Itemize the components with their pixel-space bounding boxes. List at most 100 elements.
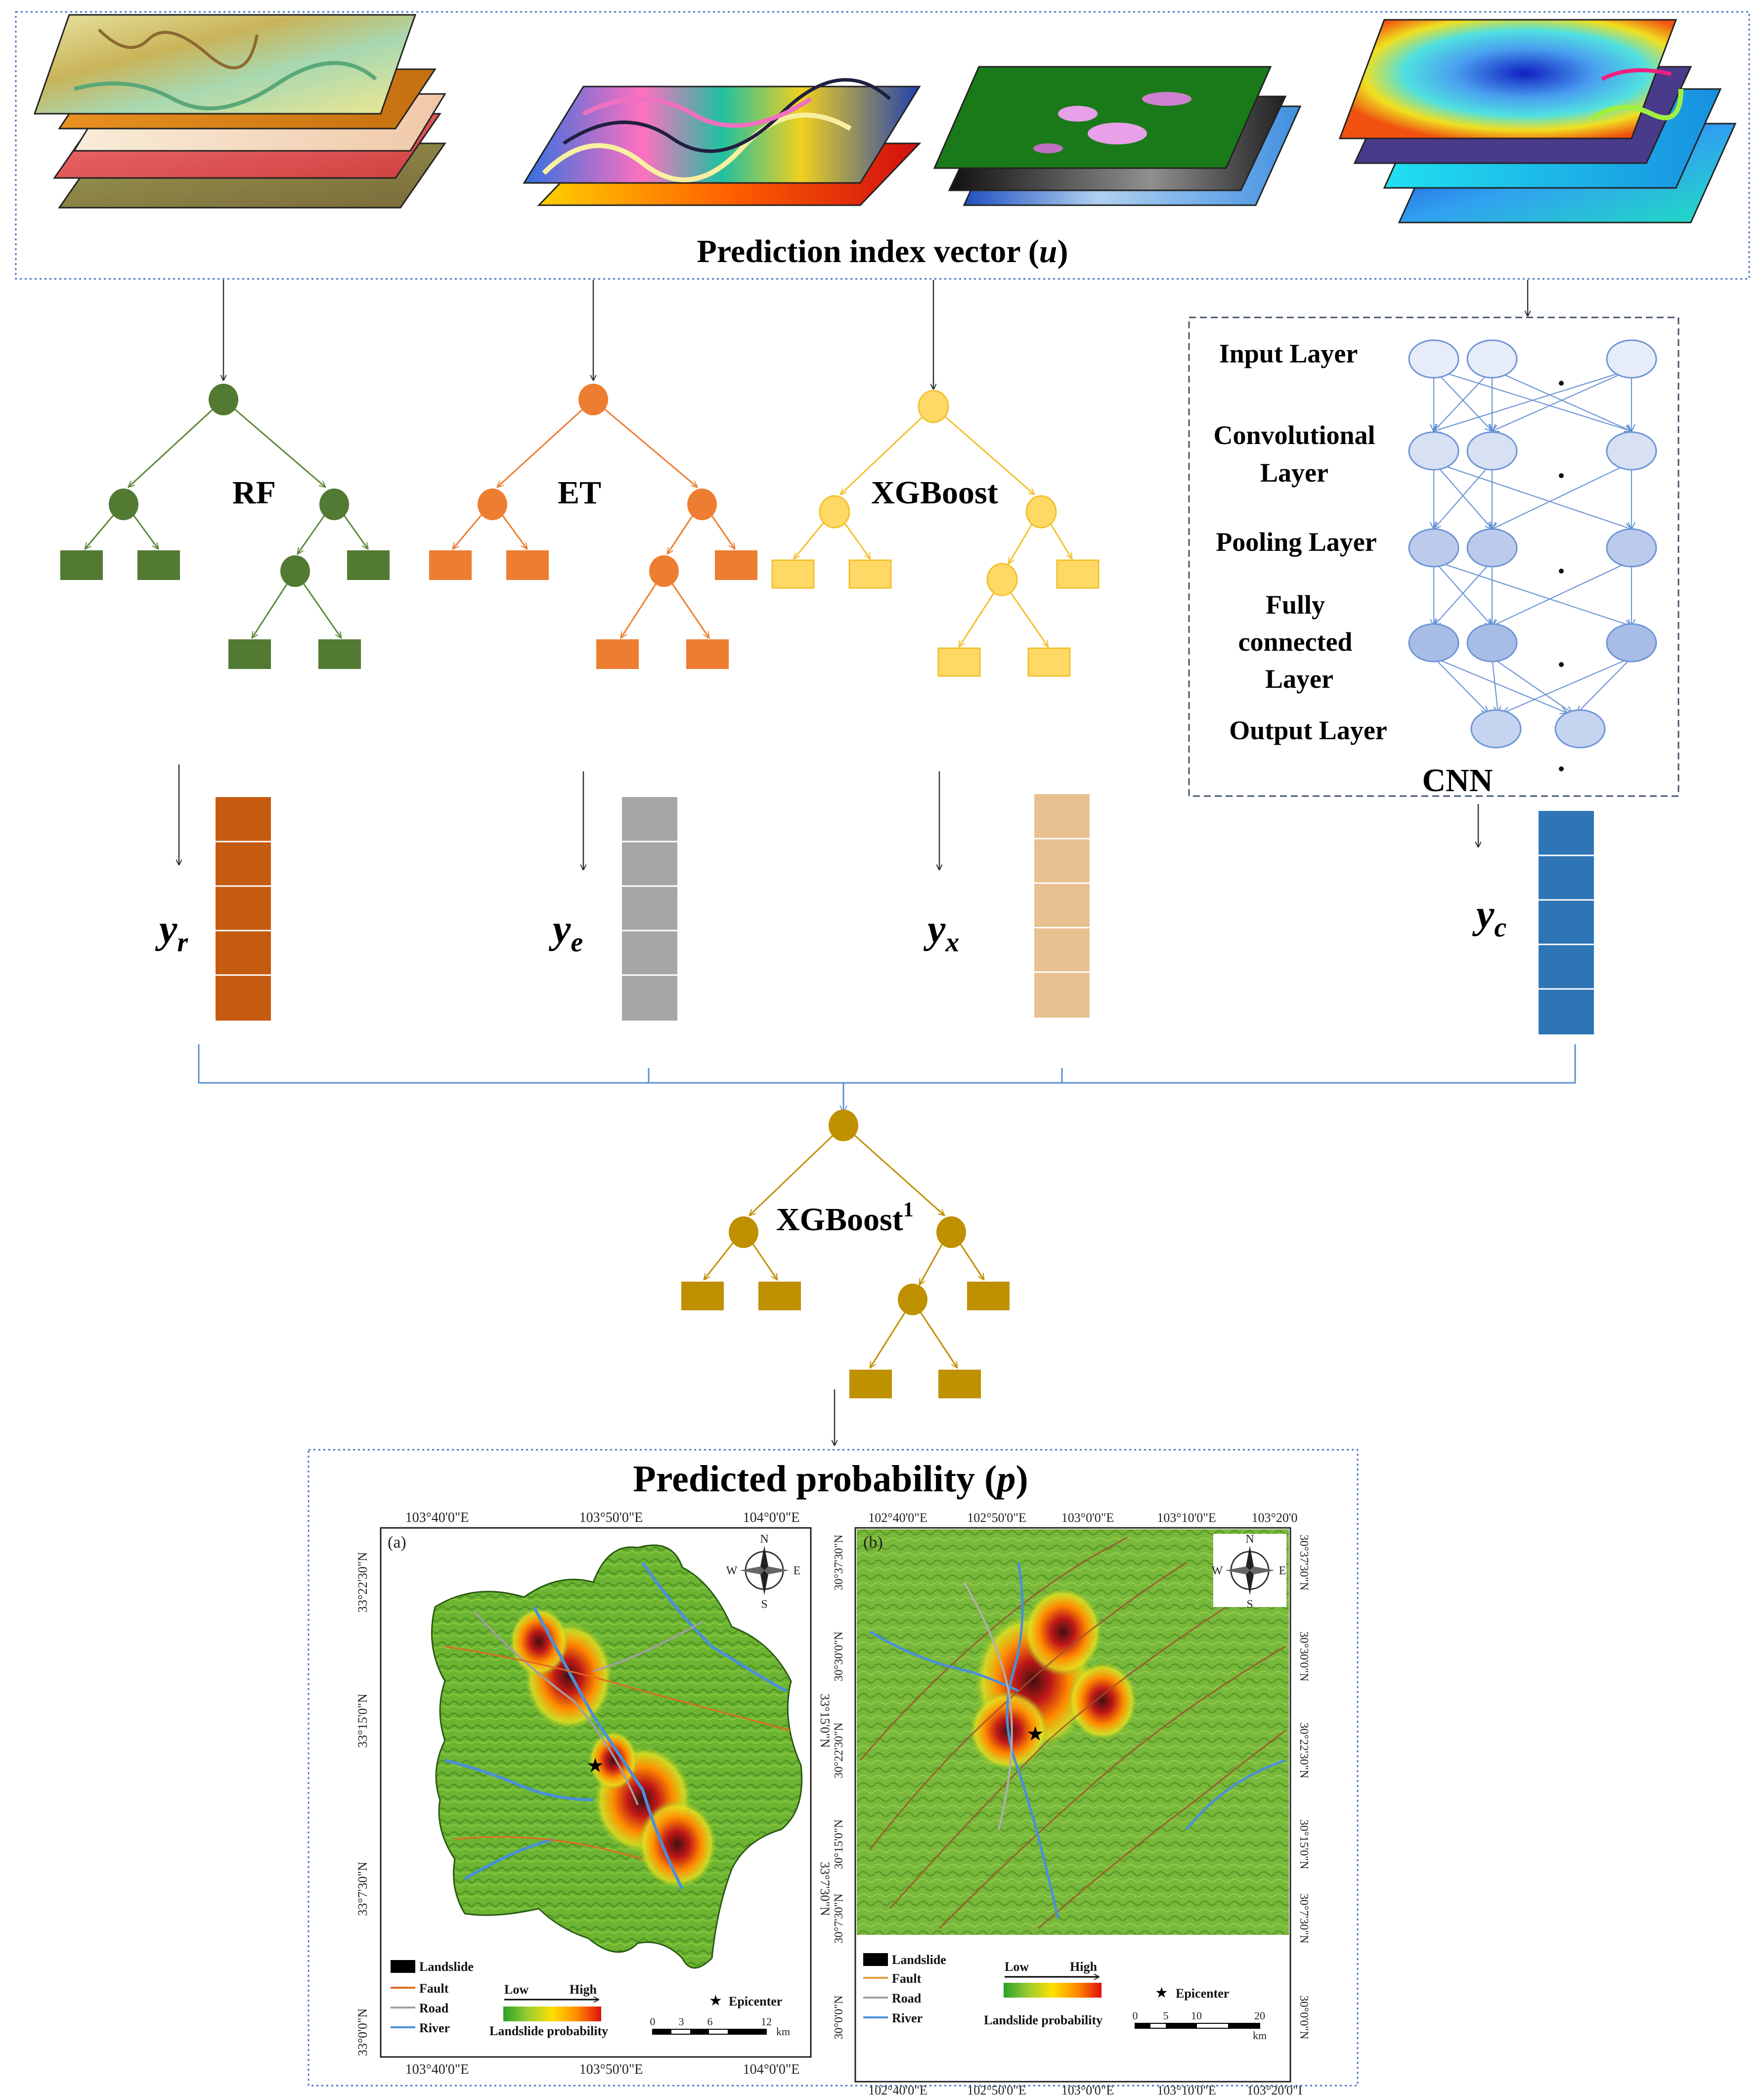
output-yx-label: yx xyxy=(923,906,959,958)
map-b-top-tick-1: 102°40'0"E xyxy=(868,1511,927,1525)
map-b-left-tick-4: 30°15'0"N xyxy=(833,1819,845,1869)
map-b-label: (b) xyxy=(863,1533,883,1552)
cnn-fc-label-3: Layer xyxy=(1265,664,1333,694)
map-a-label: (a) xyxy=(388,1533,406,1552)
merge-bracket xyxy=(198,1044,1576,1113)
cnn-conv-layer-label-2: Layer xyxy=(1260,458,1328,488)
cnn-connections xyxy=(1434,368,1632,713)
map-b-left-tick-3: 30°22'30"N xyxy=(833,1722,845,1778)
et-label: ET xyxy=(558,475,601,511)
svg-text:0: 0 xyxy=(650,2015,656,2028)
map-b-right-tick-4: 30°15'0"N xyxy=(1297,1819,1310,1869)
map-b-top-tick-3: 103°0'0"E xyxy=(1061,1511,1114,1525)
map-b-bottom-tick-4: 103°10'0"E xyxy=(1157,2083,1216,2097)
prediction-vector-title: Prediction index vector (u) xyxy=(697,233,1068,269)
output-yc-label: yc xyxy=(1472,892,1506,943)
map-b-right-tick-5: 30°7'30"N xyxy=(1297,1893,1310,1943)
svg-text:S: S xyxy=(761,1598,767,1611)
map-a-left-tick-2: 33°15'0"N xyxy=(355,1694,370,1748)
map-b-left-tick-1: 30°37'30"N xyxy=(833,1534,845,1590)
svg-text:12: 12 xyxy=(761,2015,772,2028)
xgboost-label: XGBoost xyxy=(871,475,998,511)
map-a-left-tick-1: 33°22'30"N xyxy=(355,1552,370,1613)
map-b-top-tick-2: 102°50'0"E xyxy=(967,1511,1026,1525)
svg-text:Landslide probability: Landslide probability xyxy=(984,2013,1102,2027)
predicted-probability-box xyxy=(308,1449,1359,2087)
map-a-epicenter-star: ★ xyxy=(586,1754,604,1777)
map-b-right-tick-6: 30°0'0"N xyxy=(1297,1995,1310,2039)
map-a-legend: Landslide Fault Road River Low High Land… xyxy=(391,1960,790,2038)
map-b-bottom-tick-3: 103°0'0"E xyxy=(1061,2083,1114,2097)
svg-text:Low: Low xyxy=(1005,1960,1029,1974)
svg-text:S: S xyxy=(1246,1598,1253,1611)
factor-layers-topography xyxy=(33,14,446,209)
svg-text:High: High xyxy=(570,1982,597,1997)
rf-label: RF xyxy=(232,475,276,511)
map-b-left-tick-6: 30°0'0"N xyxy=(833,1995,845,2039)
svg-text:Low: Low xyxy=(504,1982,529,1997)
cnn-conv-layer-label-1: Convolutional xyxy=(1213,420,1375,450)
meta-xgboost-tree: XGBoost1 xyxy=(681,1110,1010,1398)
map-a-bottom-tick-1: 103°40'0"E xyxy=(405,2062,469,2077)
map-b-left-tick-5: 30°7'30"N xyxy=(833,1893,845,1943)
map-b-legend: Landslide Fault Road River Low High Land… xyxy=(863,1953,1267,2042)
cnn-output-layer-label: Output Layer xyxy=(1229,715,1387,745)
map-a-bottom-tick-2: 103°50'0"E xyxy=(579,2062,643,2077)
svg-text:N: N xyxy=(1245,1533,1254,1546)
svg-text:Landslide: Landslide xyxy=(419,1960,474,1974)
svg-text:W: W xyxy=(726,1564,738,1577)
svg-text:5: 5 xyxy=(1163,2009,1169,2022)
map-b-top-tick-4: 103°10'0"E xyxy=(1157,1511,1216,1525)
cnn-nodes xyxy=(1408,339,1657,749)
cnn-pooling-layer-label: Pooling Layer xyxy=(1216,527,1376,557)
cnn-input-layer-label: Input Layer xyxy=(1219,339,1358,368)
map-a-right-tick-1: 33°15'0"N xyxy=(818,1694,832,1748)
rf-tree: RF xyxy=(60,384,390,669)
svg-text:10: 10 xyxy=(1191,2009,1202,2022)
predicted-probability-title: Predicted probability (p) xyxy=(633,1458,1028,1500)
et-tree: ET xyxy=(429,384,757,669)
svg-text:★: ★ xyxy=(709,1993,722,2009)
prediction-vector-box xyxy=(15,11,1750,280)
svg-text:High: High xyxy=(1070,1960,1097,1974)
svg-text:Road: Road xyxy=(419,2001,449,2015)
map-a-right-tick-2: 33°7'30"N xyxy=(818,1862,832,1916)
map-b: ★ (b) 102°40'0"E 102°50'0"E 103°0'0"E 10… xyxy=(833,1511,1310,2097)
factor-layers-climate xyxy=(1338,19,1737,223)
svg-text:km: km xyxy=(1253,2029,1267,2042)
svg-text:Fault: Fault xyxy=(419,1981,449,1996)
svg-text:Road: Road xyxy=(892,1991,922,2006)
map-a-compass-icon: N S E W xyxy=(726,1533,801,1611)
svg-text:6: 6 xyxy=(707,2015,713,2028)
map-b-top-tick-5: 103°20'0 xyxy=(1251,1511,1297,1525)
svg-text:★: ★ xyxy=(1155,1985,1168,2001)
svg-text:Epicenter: Epicenter xyxy=(1176,1986,1229,2001)
map-b-right-tick-1: 30°37'30"N xyxy=(1297,1534,1310,1590)
map-a-left-tick-4: 33°0'0"N xyxy=(355,2008,370,2056)
vector-yx xyxy=(1034,794,1090,1018)
map-b-bottom-tick-5: 103°20'0"I xyxy=(1247,2083,1302,2097)
svg-text:Landslide: Landslide xyxy=(892,1953,946,1967)
map-a-top-tick-2: 103°50'0"E xyxy=(579,1510,643,1525)
svg-text:Landslide probability: Landslide probability xyxy=(489,2024,608,2038)
svg-text:N: N xyxy=(760,1533,768,1546)
svg-text:River: River xyxy=(892,2011,923,2025)
factor-layers-landcover xyxy=(933,66,1302,206)
svg-text:Epicenter: Epicenter xyxy=(729,1994,782,2008)
cnn-box: Input Layer Convolutional Layer Pooling … xyxy=(1188,316,1679,799)
svg-text:E: E xyxy=(794,1564,801,1577)
meta-xgboost-label: XGBoost1 xyxy=(776,1199,914,1238)
map-b-compass-icon: N S E W xyxy=(1212,1533,1286,1611)
cnn-label: CNN xyxy=(1422,762,1493,799)
vector-yr xyxy=(216,797,271,1021)
map-b-left-tick-2: 30°30'0"N xyxy=(833,1631,845,1681)
map-a: ★ (a) 103°40'0"E 103°50'0"E 104°0'0"E 10… xyxy=(355,1510,832,2077)
svg-text:River: River xyxy=(419,2021,450,2035)
cnn-fc-label-1: Fully xyxy=(1266,590,1325,620)
map-a-top-tick-3: 104°0'0"E xyxy=(743,1510,800,1525)
xgboost-tree: XGBoost xyxy=(771,390,1100,677)
vector-ye xyxy=(622,797,677,1021)
svg-text:W: W xyxy=(1212,1564,1223,1577)
svg-text:E: E xyxy=(1279,1564,1286,1577)
